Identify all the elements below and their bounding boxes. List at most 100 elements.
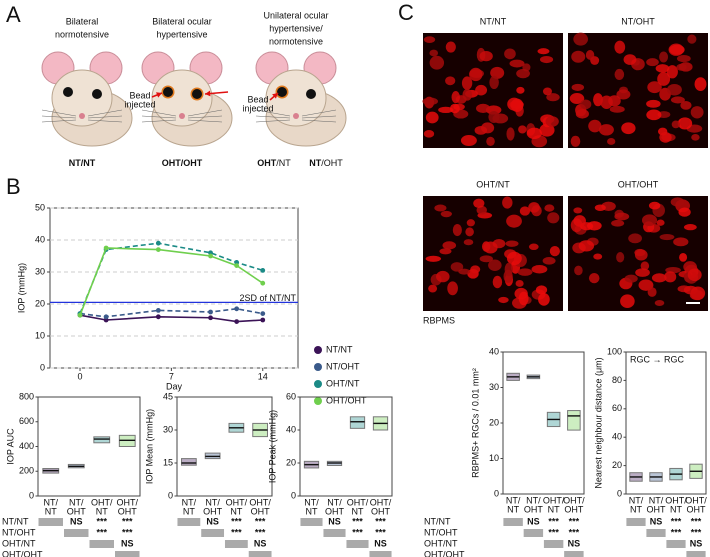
series-point: [155, 308, 161, 313]
cell-blob: [687, 34, 697, 44]
legend-marker: [314, 363, 322, 371]
y-tick-label: 800: [19, 391, 34, 401]
cell-blob: [670, 96, 685, 104]
x-tick-label: OHT: [564, 504, 584, 514]
y-tick-label: 0: [291, 490, 296, 500]
cell-blob: [690, 106, 704, 119]
x-tick-label: OHT: [203, 506, 223, 516]
significance-value: ***: [255, 527, 266, 537]
x-tick-label: NT: [352, 506, 364, 516]
x-axis-label: Day: [166, 381, 183, 391]
whisker: [255, 119, 291, 123]
cell-blob: [656, 219, 665, 226]
significance-value: NS: [121, 538, 134, 548]
significance-diagonal: [248, 551, 272, 557]
x-tick-label: NT: [670, 504, 682, 514]
cell-blob: [573, 207, 583, 214]
cell-blob: [621, 122, 636, 135]
cell-blob: [465, 227, 474, 237]
y-tick-label: 30: [489, 382, 499, 392]
y-tick-label: 40: [612, 432, 622, 442]
image-label: NT/NT: [480, 16, 507, 26]
cell-blob: [423, 36, 436, 43]
y-tick-label: 0: [29, 490, 34, 500]
cell-blob: [689, 289, 704, 301]
label-bold: OHT: [257, 158, 277, 168]
mouse-title: Bilateral: [66, 16, 99, 26]
y-tick-label: 30: [35, 266, 45, 276]
cell-blob: [671, 120, 681, 129]
cell-blob: [509, 59, 525, 68]
image-label: OHT/OHT: [618, 179, 659, 189]
cell-blob: [676, 54, 691, 63]
cell-blob: [598, 124, 614, 136]
cell-blob: [428, 284, 438, 293]
significance-diagonal: [543, 540, 564, 548]
x-tick-label: NT: [183, 506, 195, 516]
plot-frame: [49, 207, 299, 369]
x-tick-label: NT: [230, 506, 242, 516]
significance-value: ***: [352, 527, 363, 537]
cell-blob: [474, 125, 488, 135]
x-tick-label: NT/: [182, 497, 197, 507]
cell-blob: [542, 257, 556, 265]
x-tick-label: NT: [306, 506, 318, 516]
significance-value: ***: [122, 527, 133, 537]
mouse-eye: [277, 87, 287, 97]
stain-label: RBPMS: [423, 315, 455, 325]
mouse: [255, 51, 347, 147]
significance-value: ***: [375, 516, 386, 526]
cell-blob: [531, 265, 548, 274]
cell-blob: [547, 212, 560, 224]
x-tick-label: 0: [78, 371, 83, 381]
y-axis-label: Nearest neighbour distance (μm): [593, 357, 603, 488]
cell-blob: [498, 296, 509, 304]
significance-diagonal: [686, 551, 706, 557]
cell-blob: [694, 77, 707, 91]
mouse-head: [151, 69, 213, 127]
cell-blob: [641, 214, 658, 227]
y-tick-label: 15: [163, 457, 173, 467]
mouse-eye: [163, 87, 173, 97]
y-tick-label: 40: [489, 346, 499, 356]
cell-blob: [670, 197, 685, 207]
significance-value: NS: [328, 516, 341, 526]
bead-label: injected: [124, 99, 155, 109]
cell-blob: [569, 92, 585, 104]
cell-blob: [460, 134, 477, 147]
cell-blob: [539, 56, 554, 64]
whisker: [41, 109, 77, 117]
cell-blob: [647, 81, 662, 94]
cell-blob: [518, 291, 529, 306]
y-tick-label: 0: [494, 488, 499, 498]
cell-blob: [580, 99, 592, 110]
x-tick-label: OHT: [325, 506, 345, 516]
cell-blob: [640, 261, 650, 271]
x-tick-label: 7: [169, 371, 174, 381]
whisker: [187, 119, 223, 123]
significance-value: ***: [548, 516, 559, 526]
significance-diagonal: [177, 518, 201, 526]
cell-blob: [452, 223, 462, 237]
series-point: [103, 245, 109, 251]
cell-blob: [483, 241, 498, 254]
cell-blob: [519, 206, 531, 216]
cell-blob: [546, 93, 560, 102]
cell-blob: [528, 202, 540, 213]
series-point: [208, 315, 213, 321]
cell-blob: [429, 49, 439, 57]
significance-value: ***: [671, 527, 682, 537]
cell-blob: [451, 91, 460, 104]
cell-blob: [683, 224, 697, 231]
cell-blob: [679, 117, 690, 129]
panel-letter: C: [398, 0, 414, 25]
significance-value: ***: [231, 527, 242, 537]
image-label: NT/OHT: [621, 16, 655, 26]
significance-diagonal: [201, 529, 225, 537]
cell-blob: [475, 103, 491, 113]
significance-value: NS: [527, 516, 540, 526]
cell-blob: [434, 204, 447, 212]
cell-blob: [475, 84, 488, 96]
x-tick-label: OHT: [118, 506, 138, 516]
cell-blob: [492, 275, 503, 289]
